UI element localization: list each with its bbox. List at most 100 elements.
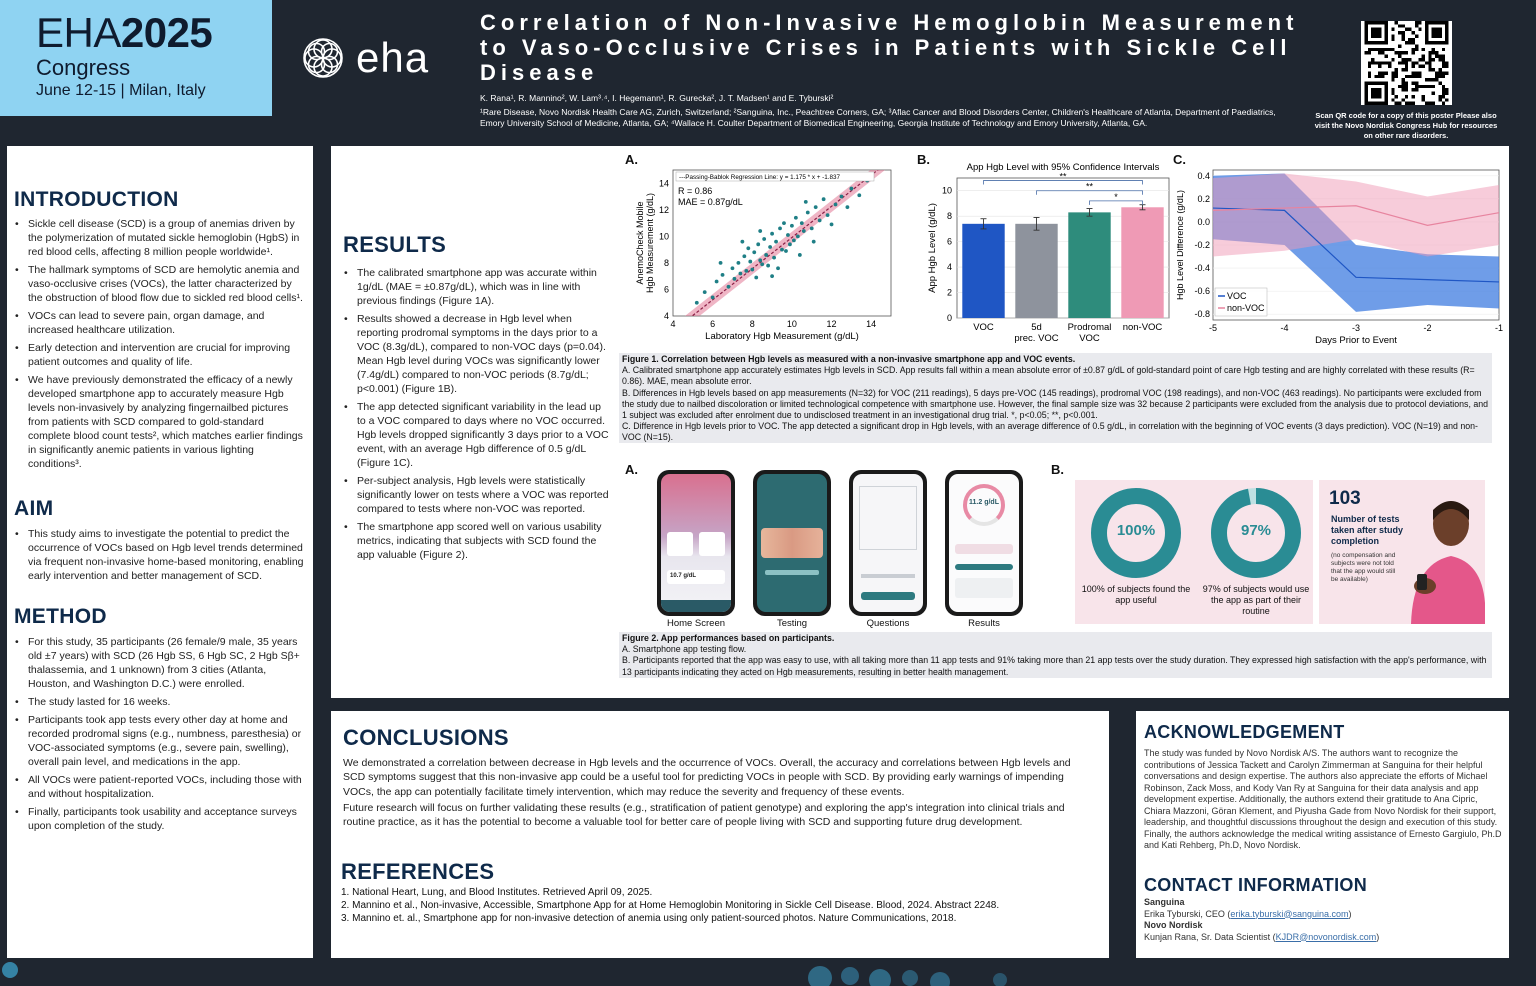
introduction-list: Sickle cell disease (SCD) is a group of … (14, 217, 306, 471)
y-tick-label: 0.0 (1197, 217, 1210, 227)
bar (962, 223, 1005, 318)
qr-code-icon[interactable] (1361, 21, 1452, 105)
x-tick-label: 14 (866, 319, 876, 329)
phone-questions-screen (849, 470, 927, 616)
x-tick-label: 8 (750, 319, 755, 329)
fig1-panel-b-label: B. (917, 152, 930, 167)
data-point (754, 275, 759, 280)
data-point (799, 221, 804, 225)
data-point (809, 226, 814, 231)
fig2-panel-b-label: B. (1051, 462, 1064, 477)
list-item: Early detection and intervention are cru… (14, 341, 306, 369)
y-tick-label: 4 (664, 311, 669, 321)
data-point (795, 234, 800, 239)
screen-label-testing: Testing (776, 618, 808, 629)
y-tick-label: 6 (947, 237, 952, 247)
y-tick-label: -0.6 (1194, 286, 1210, 296)
y-tick-label: 2 (947, 288, 952, 298)
series-line (1212, 207, 1500, 283)
data-point (776, 266, 780, 271)
data-point (829, 222, 834, 227)
y-tick-label: 6 (664, 284, 669, 294)
list-item: VOCs can lead to severe pain, organ dama… (14, 309, 306, 337)
figure2-caption-b: B. Participants reported that the app wa… (622, 655, 1487, 677)
data-point (732, 276, 737, 281)
x-tick-label: -5 (1209, 323, 1217, 333)
legend-box (1214, 287, 1268, 317)
list-item: This study aims to investigate the poten… (14, 527, 306, 583)
figure1-caption-c: C. Difference in Hgb levels prior to VOC… (622, 421, 1478, 443)
x-tick-label: -3 (1352, 323, 1360, 333)
home-hgb-reading: 10.7 g/dL (667, 570, 725, 584)
screen-label-home: Home Screen (666, 618, 726, 629)
data-point (742, 254, 747, 259)
references-heading: REFERENCES (341, 859, 495, 884)
introduction-heading: INTRODUCTION (14, 188, 179, 211)
chart-title: App Hgb Level with 95% Confidence Interv… (967, 162, 1160, 173)
data-point (726, 284, 731, 289)
contact-org-novo: Novo Nordisk (1144, 920, 1203, 930)
decorative-bottom-dots (2, 962, 1007, 986)
conclusions-paragraph-2: Future research will focus on further va… (343, 802, 1065, 829)
tests-after-study-panel: 103 Number of tests taken after study co… (1319, 480, 1485, 624)
screen-label-questions: Questions (866, 618, 910, 629)
x-tick-label: 6 (710, 319, 715, 329)
significance-label: ** (1059, 172, 1067, 182)
data-point (740, 239, 745, 244)
data-point (857, 193, 862, 198)
acknowledgement-text: The study was funded by Novo Nordisk A/S… (1144, 748, 1502, 850)
data-point (758, 229, 763, 233)
phone-testing-screen (753, 470, 831, 616)
aim-list: This study aims to investigate the poten… (14, 527, 306, 583)
data-point (791, 238, 796, 243)
figure1a-scatter-chart: 4 6 8 10 12 14 4 6 8 10 12 14 Laboratory Hgb Measure… (635, 169, 892, 342)
x-axis-label: Laboratory Hgb Measurement (g/dL) (705, 331, 859, 342)
data-point (770, 231, 774, 236)
figure1-caption-b: B. Differences in Hgb levels based on ap… (622, 387, 1489, 421)
y-axis-label-line2: Hgb Measurement (g/dL) (645, 193, 655, 293)
y-tick-label: 14 (659, 178, 669, 188)
x-tick-label: -4 (1280, 323, 1288, 333)
data-point (760, 262, 765, 267)
data-point (845, 205, 850, 210)
list-item: Participants took app tests every other … (14, 713, 306, 769)
y-tick-label: -0.8 (1194, 309, 1210, 319)
donut-routine (1211, 488, 1301, 578)
data-point (811, 239, 816, 244)
tests-count-label: Number of tests taken after study comple… (1331, 514, 1404, 546)
data-point (772, 255, 776, 260)
y-tick-label: 0.2 (1197, 194, 1210, 204)
data-point (821, 197, 826, 202)
data-point (746, 246, 751, 251)
email-link-novo[interactable]: KJDR@novonordisk.com (1275, 931, 1377, 942)
y-tick-label: -0.2 (1194, 240, 1210, 250)
data-point (750, 267, 755, 272)
significance-bracket (1036, 190, 1143, 195)
donut-useful-value: 100% (1116, 522, 1156, 539)
annotation-r: R = 0.86 (678, 186, 712, 196)
y-axis-label: Hgb Level Difference (g/dL) (1177, 190, 1185, 300)
regression-line (691, 170, 879, 316)
x-tick-label: -2 (1423, 323, 1431, 333)
figure1b-bar-chart: App Hgb Level with 95% Confidence Interv… (927, 162, 1170, 344)
y-axis-label: AnemoCheck MobileHgb Measurement (g/dL) (635, 193, 655, 293)
y-axis-label-line1: AnemoCheck Mobile (635, 201, 645, 284)
phone-results-screen: 11.2 g/dL (945, 470, 1023, 616)
screen-label-results: Results (968, 618, 1000, 629)
y-tick-label: 0.4 (1197, 171, 1210, 181)
data-point (801, 229, 806, 233)
x-axis-label: Days Prior to Event (1315, 335, 1397, 346)
data-point (778, 226, 782, 231)
data-point (736, 261, 741, 265)
acknowledgement-heading: ACKNOWLEDGEMENT (1144, 722, 1345, 742)
method-heading: METHOD (14, 605, 107, 628)
bar (1015, 223, 1058, 318)
legend-text: ---Passing-Bablok Regression Line: y = 1… (679, 174, 841, 181)
email-link-sanguina[interactable]: erika.tyburski@sanguina.com (1230, 908, 1349, 919)
confidence-band (1213, 173, 1499, 257)
y-tick-label: 0 (947, 313, 952, 323)
data-point (730, 266, 735, 271)
data-point (797, 253, 802, 257)
data-point (714, 279, 719, 284)
acknowledgement-panel: ACKNOWLEDGEMENT The study was funded by … (1136, 711, 1509, 958)
